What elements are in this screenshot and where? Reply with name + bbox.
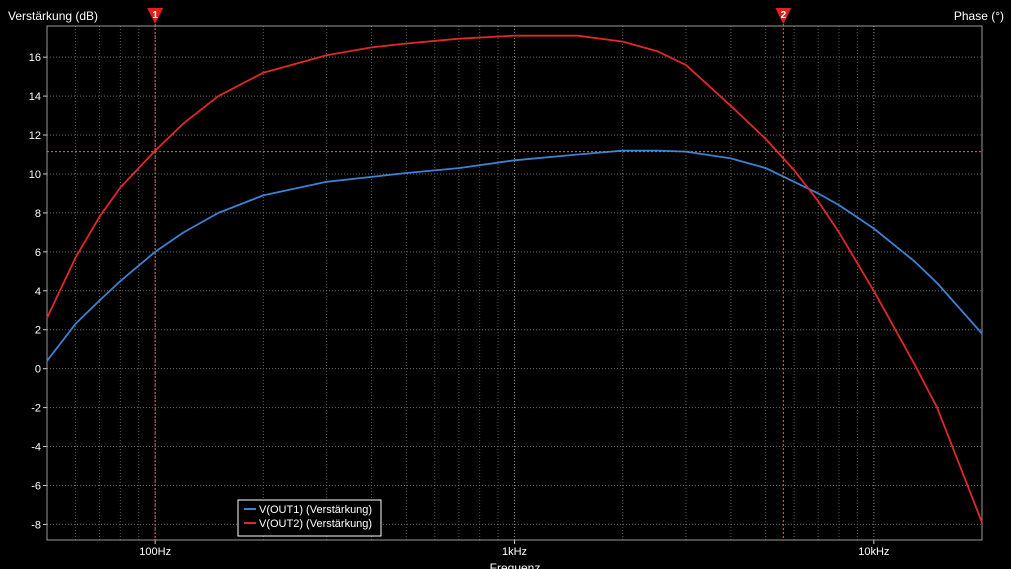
legend: V(OUT1) (Verstärkung) V(OUT2) (Verstärkun… [237, 499, 382, 537]
cursor-marker-2[interactable] [775, 8, 792, 24]
y-tick-label: -6 [31, 480, 41, 492]
x-tick-label: 1kHz [502, 546, 527, 558]
y-tick-label: 12 [29, 130, 41, 142]
y-tick-label: 6 [35, 247, 41, 259]
series-line-1 [46, 149, 983, 362]
grid [46, 26, 983, 540]
x-tick-label: 100Hz [139, 546, 171, 558]
y-axis-label: Verstärkung (dB) [8, 9, 98, 23]
legend-entry-1: V(OUT1) (Verstärkung) [259, 504, 372, 516]
x-tick-label: 10kHz [858, 546, 889, 558]
series-lines [46, 34, 983, 523]
x-axis-label: Frequenz [490, 561, 541, 569]
y-tick-label: 10 [29, 169, 41, 181]
labels: Verstärkung (dB) Phase (°) Frequenz [8, 9, 1004, 569]
y-tick-label: -4 [31, 442, 41, 454]
y-axis-right-label: Phase (°) [954, 9, 1004, 23]
series-line-2 [46, 34, 983, 523]
axes: 16 14 12 10 8 6 4 2 0 -2 -4 -6 -8 100Hz 1kHz 10kHz [29, 25, 983, 558]
y-tick-label: -8 [31, 519, 41, 531]
y-tick-label: 4 [35, 286, 41, 298]
legend-box [237, 499, 382, 537]
y-tick-label: 8 [35, 208, 41, 220]
cursor-marker-1[interactable] [147, 8, 164, 24]
y-tick-label: -2 [31, 403, 41, 415]
plot-frame [46, 25, 983, 541]
y-tick-label: 2 [35, 325, 41, 337]
legend-entry-2: V(OUT2) (Verstärkung) [259, 518, 372, 530]
y-tick-label: 14 [29, 91, 41, 103]
y-tick-label: 0 [35, 364, 41, 376]
y-tick-label: 16 [29, 52, 41, 64]
cursor-label-2: 2 [781, 10, 787, 21]
cursor-label-1: 1 [152, 10, 158, 21]
